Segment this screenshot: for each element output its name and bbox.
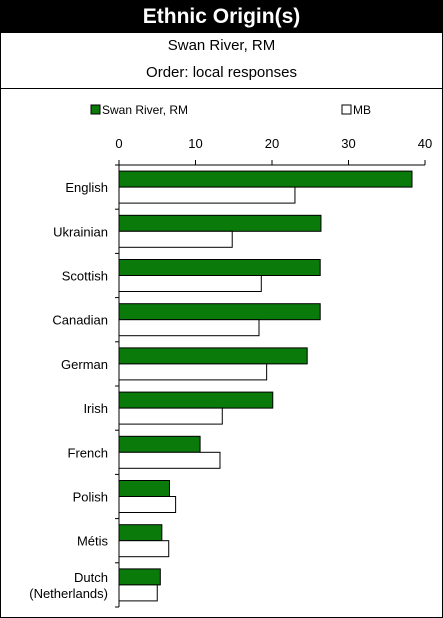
bar-mb [118, 275, 262, 292]
chart-title: Ethnic Origin(s) [1, 1, 442, 33]
category-label: French [68, 445, 108, 460]
bar-local [118, 480, 170, 497]
bar-local [118, 524, 163, 542]
category-label: Polish [73, 490, 108, 505]
bar-local [118, 568, 161, 586]
bar-local [118, 391, 274, 409]
bar-mb [118, 319, 260, 337]
bar-mb [118, 540, 170, 558]
x-tick-label: 20 [265, 136, 279, 151]
category-label: English [65, 180, 108, 195]
category-label: Métis [77, 534, 109, 549]
legend-label: Swan River, RM [102, 103, 188, 117]
category-label: German [61, 357, 108, 372]
bar-local [118, 303, 321, 321]
category-label: Ukrainian [53, 224, 108, 239]
category-label: Scottish [62, 269, 108, 284]
order-note: Order: local responses [146, 64, 297, 81]
bar-local [118, 214, 322, 232]
bar-local [118, 259, 321, 276]
bar-local [118, 347, 308, 365]
legend-label: MB [353, 103, 371, 117]
category-label: Dutch (Netherlands) [29, 570, 108, 601]
bar-local [118, 170, 413, 188]
x-tick-label: 0 [115, 136, 122, 151]
x-tick-label: 30 [341, 136, 355, 151]
bar-local [118, 435, 201, 453]
bar-mb [118, 186, 296, 204]
bar-mb [118, 451, 221, 469]
x-tick-label: 40 [418, 136, 432, 151]
legend-swatch [341, 104, 352, 115]
bar-mb [118, 230, 233, 248]
bar-mb [118, 407, 223, 425]
x-tick-label: 10 [188, 136, 202, 151]
bar-chart: Swan River, RM MB 0 10 20 30 40 English Ukrainia… [29, 103, 432, 608]
category-label: Canadian [52, 313, 108, 328]
bar-mb [118, 496, 177, 513]
bar-mb [118, 363, 268, 381]
category-label: Irish [83, 401, 108, 416]
header-divider [1, 88, 442, 89]
chart-subtitle: Swan River, RM [167, 37, 276, 54]
bar-mb [118, 584, 158, 602]
legend-swatch [90, 104, 101, 115]
